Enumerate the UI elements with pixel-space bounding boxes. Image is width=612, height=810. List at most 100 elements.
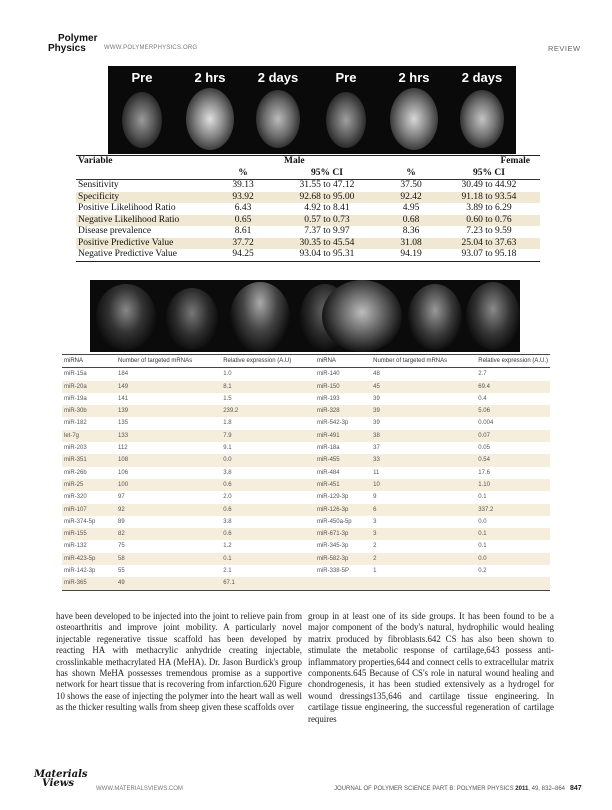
mirna-table-body: miR-15a 184 1.0 miR-140 48 2.7 miR-20a 149 8.1 mi… — [62, 368, 550, 591]
row-label: Sensitivity — [78, 180, 119, 190]
mirna-cell: 139 — [116, 405, 222, 418]
mirna-cell: miR-671-3p — [314, 528, 372, 541]
mirna-cell: miR-484 — [316, 469, 340, 476]
mirna-cell: 10 — [371, 478, 477, 492]
footer-site-url[interactable]: WWW.MATERIALSVIEWS.COM — [96, 786, 183, 792]
mirna-cell: 7.9 — [221, 429, 315, 443]
mirna-cell: 239.2 — [221, 405, 315, 418]
diagnostic-row: Negative Likelihood Ratio 0.65 0.57 to 0.7… — [76, 214, 540, 226]
body-column-left: have been developed to be injected into … — [56, 611, 302, 751]
mirna-cell: miR-26b — [64, 469, 87, 476]
mirna-cell: miR-351 — [62, 454, 117, 467]
mirna-cell: miR-18a — [316, 445, 340, 452]
mirna-cell: 75 — [118, 543, 125, 550]
row-value: 92.68 to 95.00 — [270, 191, 384, 203]
mirna-cell: 0.1 — [476, 528, 550, 541]
mirna-cell: 49 — [116, 577, 222, 591]
mirna-cell: 0.1 — [478, 494, 487, 501]
row-value: 39.13 — [232, 180, 254, 190]
mirna-row: miR-365 49 67.1 — [62, 577, 550, 591]
mirna-cell: 6 — [371, 503, 477, 516]
col-expression-2: Relative expression (A.U.) — [476, 353, 550, 369]
col-variable-header: Variable — [78, 156, 113, 166]
mirna-cell: 69.4 — [476, 380, 550, 393]
mirna-cell: miR-345-3p — [316, 543, 349, 550]
row-value: 3.89 to 6.29 — [466, 203, 512, 213]
row-value: 93.07 to 95.18 — [438, 249, 540, 262]
mirna-cell: 38 — [371, 429, 477, 443]
col-targets-2: Number of targeted mRNAs — [371, 353, 477, 369]
mirna-cell: 2 — [371, 552, 477, 566]
mirna-cell: 2.7 — [478, 371, 487, 378]
mirna-cell: miR-129-3p — [316, 494, 349, 501]
row-value: 37.72 — [216, 237, 270, 249]
mirna-row: miR-107 92 0.6 miR-126-3p 6 337.2 — [62, 503, 550, 516]
mirna-cell: miR-582-3p — [314, 552, 372, 566]
row-value: 94.19 — [384, 249, 438, 262]
row-value: 0.68 — [384, 214, 438, 226]
group-male-header: Male — [284, 156, 305, 166]
mirna-cell: miR-338-5P — [316, 568, 349, 575]
mirna-cell: miR-365 — [62, 577, 117, 591]
mirna-cell: 184 — [118, 371, 129, 378]
mirna-cell: 39 — [373, 395, 380, 402]
mirna-cell: 112 — [118, 445, 128, 452]
row-value: 8.61 — [234, 226, 252, 236]
row-label: Negative Predictive Value — [76, 249, 216, 262]
mirna-cell: 141 — [118, 395, 129, 402]
mirna-cell: 9 — [373, 494, 377, 501]
mirna-cell: 39 — [373, 420, 380, 427]
mirna-row: miR-203 112 9.1 miR-18a 37 0.05 — [62, 442, 550, 454]
figure-panel-label: 2 hrs — [398, 70, 430, 85]
mirna-cell: 67.1 — [221, 577, 315, 591]
mirna-cell: 48 — [373, 371, 380, 378]
diagnostic-row: Negative Predictive Value 94.25 93.04 to 9… — [76, 249, 540, 262]
mirna-cell: 1.2 — [223, 543, 232, 550]
mirna-cell: 0.6 — [221, 478, 315, 492]
mirna-cell: miR-203 — [64, 445, 87, 452]
figure-panel-1: Pre — [108, 66, 176, 154]
row-label: Positive Likelihood Ratio — [78, 203, 176, 213]
row-value: 93.04 to 95.31 — [270, 249, 384, 262]
mirna-cell: 0.6 — [221, 528, 315, 541]
mirna-cell: miR-182 — [64, 420, 87, 427]
mirna-cell: miR-542-3p — [316, 420, 349, 427]
row-value: 7.23 to 9.59 — [466, 226, 512, 236]
figure-panel-label: 2 days — [461, 70, 503, 85]
mirna-cell: 0.1 — [221, 552, 315, 566]
row-value: 30.49 to 44.92 — [461, 180, 517, 190]
figure-panel-3: 2 days — [244, 66, 312, 154]
mirna-row: miR-142-3p 55 2.1 miR-338-5P 1 0.2 — [62, 565, 550, 577]
mirna-cell: 0.004 — [478, 420, 494, 427]
diagnostic-row: Specificity 93.92 92.68 to 95.00 92.42 91.18… — [76, 191, 540, 203]
mirna-row: let-7g 133 7.9 miR-491 38 0.07 — [62, 429, 550, 443]
mirna-cell: 0.4 — [478, 395, 487, 402]
mirna-cell: 45 — [371, 380, 477, 393]
mirna-cell: 0.2 — [478, 568, 487, 575]
logo-line-1: Polymer — [58, 33, 98, 44]
mirna-cell: 0.6 — [221, 503, 315, 516]
footer-logo-line-1: Materials — [34, 769, 88, 780]
row-value: 31.08 — [384, 237, 438, 249]
mirna-cell: miR-30b — [62, 405, 117, 418]
mirna-cell: 2 — [373, 543, 377, 550]
journal-volume-pages: , 49, 832–864 — [528, 786, 565, 792]
row-label: Disease prevalence — [78, 226, 152, 236]
sub-pct-male: % — [216, 167, 270, 180]
mirna-cell: 3 — [373, 518, 377, 525]
figure-panel-label: 2 days — [257, 70, 299, 85]
figure-tissue-strip — [90, 280, 520, 352]
mirna-cell — [314, 577, 372, 591]
header-site-url[interactable]: WWW.POLYMERPHYSICS.ORG — [104, 45, 198, 51]
col-targets-1: Number of targeted mRNAs — [116, 353, 222, 369]
mirna-cell: 108 — [116, 454, 222, 467]
mirna-cell: miR-142-3p — [64, 568, 96, 575]
mirna-row: miR-26b 106 3.8 miR-484 11 17.6 — [62, 467, 550, 479]
footer-logo-line-2: Views — [42, 778, 74, 789]
diagnostic-row: Disease prevalence 8.61 7.37 to 9.97 8.36 7.… — [76, 226, 540, 238]
row-value: 0.60 to 0.76 — [438, 214, 540, 226]
mirna-row: miR-320 97 2.0 miR-129-3p 9 0.1 — [62, 491, 550, 503]
group-female-header: Female — [500, 156, 530, 166]
mirna-cell: 1 — [373, 568, 377, 575]
mirna-row: miR-19a 141 1.5 miR-193 39 0.4 — [62, 393, 550, 405]
